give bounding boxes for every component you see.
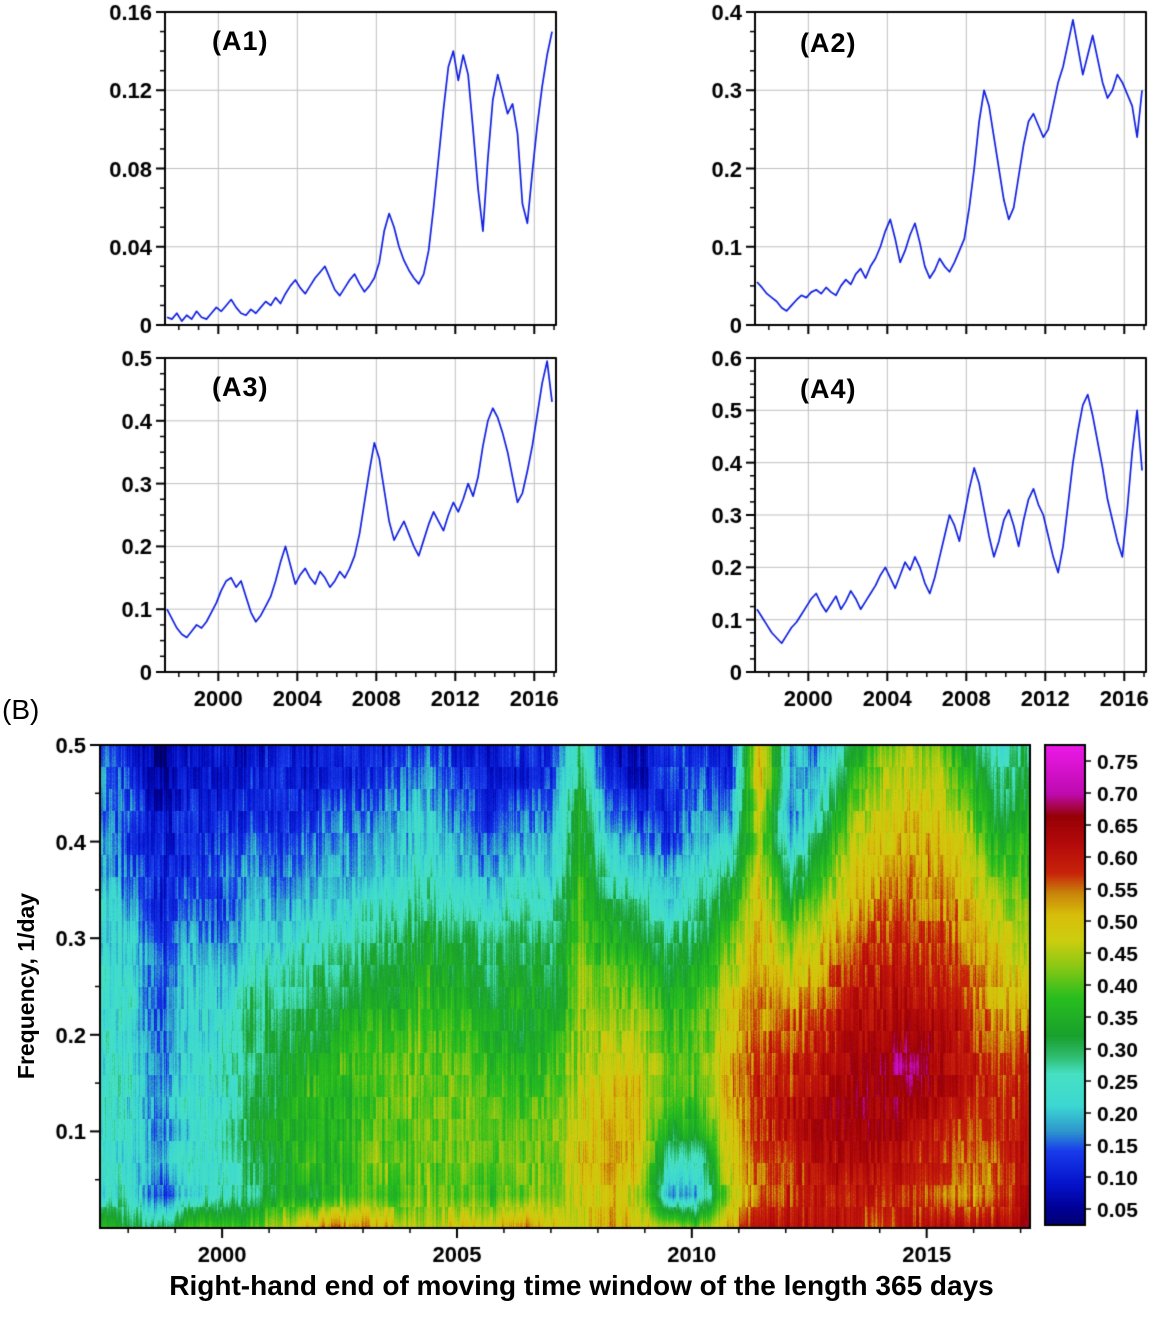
b-y-axis-label: Frequency, 1/day [13, 892, 39, 1080]
panel-a4-label: (A4) [800, 374, 857, 404]
panel-a2-label: (A2) [800, 28, 857, 58]
panel-b-heatmap-canvas [0, 720, 1163, 1280]
panel-a3-label: (A3) [212, 372, 269, 402]
panel-a1-label: (A1) [212, 26, 269, 56]
b-x-axis-caption: Right-hand end of moving time window of … [169, 1270, 994, 1301]
panel-b-label: (B) [2, 694, 40, 725]
panel-a-charts-canvas [0, 0, 1163, 720]
